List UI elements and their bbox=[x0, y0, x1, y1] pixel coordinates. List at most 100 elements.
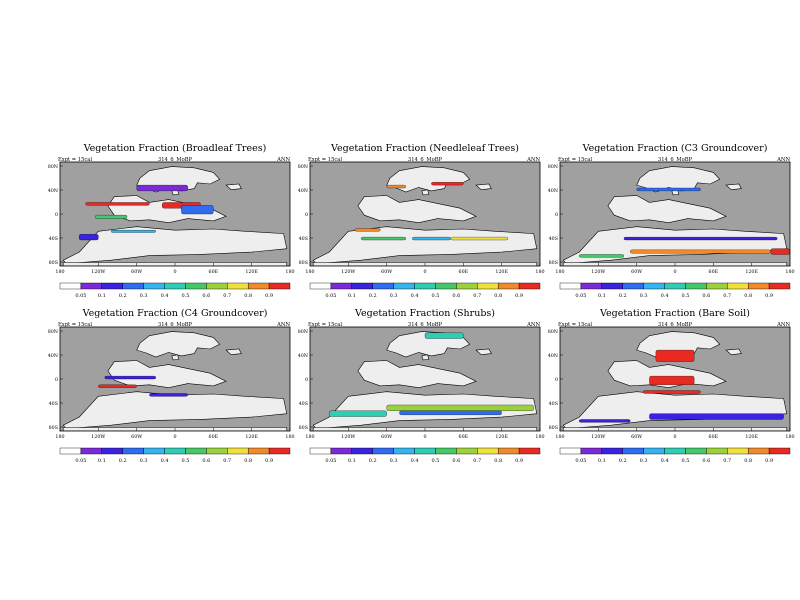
season-label: ANN bbox=[776, 157, 790, 163]
colorbar-tick-label: 0.7 bbox=[223, 293, 231, 299]
lon-tick-label: 120E bbox=[495, 434, 508, 440]
land-mass bbox=[421, 354, 430, 361]
lat-tick-label: 40N bbox=[48, 353, 58, 359]
land-mass bbox=[357, 195, 477, 224]
colorbar-swatch bbox=[601, 282, 623, 290]
colorbar-tick-label: 0.4 bbox=[161, 458, 169, 464]
colorbar-tick-label: 0.4 bbox=[661, 293, 669, 299]
colorbar-swatch bbox=[414, 282, 436, 290]
colorbar-tick-label: 0.2 bbox=[619, 458, 627, 464]
colorbar-swatch bbox=[80, 447, 103, 455]
lat-tick-label: 40S bbox=[49, 401, 58, 407]
vegetation-patch bbox=[642, 390, 701, 394]
panel-title: Vegetation Fraction (C4 Groundcover) bbox=[82, 308, 268, 319]
lat-tick-label: 40S bbox=[549, 236, 558, 242]
vegetation-patch bbox=[181, 205, 214, 215]
colorbar-tick-label: 0.4 bbox=[161, 293, 169, 299]
colorbar-tick-label: 0.3 bbox=[640, 293, 648, 299]
vegetation-patch bbox=[655, 349, 695, 362]
lon-tick-label: 0 bbox=[423, 269, 426, 275]
colorbar-swatch bbox=[497, 447, 520, 455]
lon-tick-label: 0 bbox=[673, 434, 676, 440]
land-mass bbox=[475, 183, 492, 191]
lat-tick-label: 40S bbox=[299, 401, 308, 407]
lon-tick-label: 60E bbox=[459, 269, 469, 275]
lon-tick-label: 0 bbox=[173, 434, 176, 440]
lat-tick-label: 80N bbox=[48, 329, 58, 335]
colorbar-swatch bbox=[622, 282, 644, 290]
lat-tick-label: 80N bbox=[548, 164, 558, 170]
land-mass bbox=[225, 348, 242, 356]
lon-tick-label: 180 bbox=[305, 269, 314, 275]
colorbar-swatch bbox=[456, 447, 478, 455]
lat-tick-label: 40N bbox=[548, 188, 558, 194]
colorbar-tick-label: 0.1 bbox=[348, 458, 356, 464]
colorbar-swatch bbox=[309, 447, 332, 455]
colorbar-tick-label: 0.8 bbox=[494, 293, 502, 299]
lon-tick-label: 60W bbox=[631, 434, 642, 440]
lon-tick-label: 180 bbox=[285, 434, 294, 440]
colorbar-swatch bbox=[351, 447, 373, 455]
lon-tick-label: 120E bbox=[245, 434, 258, 440]
colorbar-swatch bbox=[643, 282, 665, 290]
panel-5: Vegetation Fraction (Shrubs) Expt = 15cal… bbox=[298, 308, 545, 464]
colorbar-tick-label: 0.8 bbox=[494, 458, 502, 464]
colorbar-swatch bbox=[247, 282, 270, 290]
lon-tick-label: 180 bbox=[555, 434, 564, 440]
colorbar-swatch bbox=[601, 447, 623, 455]
lat-tick-label: 40S bbox=[549, 401, 558, 407]
lon-tick-label: 180 bbox=[555, 269, 564, 275]
colorbar-tick-label: 0.05 bbox=[575, 293, 586, 299]
vegetation-patch bbox=[79, 234, 99, 241]
colorbar-tick-label: 0.6 bbox=[202, 458, 210, 464]
colorbar-tick-label: 0.3 bbox=[390, 458, 398, 464]
colorbar-swatch bbox=[268, 282, 291, 290]
lat-tick-label: 40S bbox=[49, 236, 58, 242]
lat-tick-label: 40N bbox=[298, 353, 308, 359]
expt-label: Expt = 15cal bbox=[58, 322, 92, 328]
colorbar-tick-label: 0.5 bbox=[181, 458, 189, 464]
vegetation-patch bbox=[104, 375, 156, 380]
vegetation-patch bbox=[424, 332, 464, 339]
panel-title: Vegetation Fraction (Bare Soil) bbox=[599, 308, 750, 319]
land-mass bbox=[62, 226, 288, 265]
colorbar-swatch bbox=[706, 282, 728, 290]
map-area bbox=[60, 327, 290, 431]
land-mass bbox=[475, 348, 492, 356]
vegetation-patch bbox=[412, 236, 451, 241]
season-label: ANN bbox=[526, 322, 540, 328]
colorbar-tick-label: 0.4 bbox=[411, 458, 419, 464]
colorbar-tick-label: 0.6 bbox=[452, 458, 460, 464]
panel-4: Vegetation Fraction (C4 Groundcover) Expt… bbox=[48, 308, 295, 464]
colorbar-tick-label: 0.4 bbox=[411, 293, 419, 299]
colorbar-tick-label: 0.5 bbox=[681, 458, 689, 464]
colorbar-tick-label: 0.1 bbox=[98, 458, 106, 464]
vegetation-patch bbox=[136, 184, 188, 192]
map-area bbox=[60, 162, 290, 266]
lon-tick-label: 120E bbox=[745, 269, 758, 275]
colorbar-tick-label: 0.05 bbox=[575, 458, 586, 464]
lon-tick-label: 60E bbox=[459, 434, 469, 440]
colorbar-tick-label: 0.2 bbox=[369, 458, 377, 464]
colorbar-tick-label: 0.8 bbox=[244, 458, 252, 464]
panel-title: Vegetation Fraction (Needleleaf Trees) bbox=[330, 143, 519, 154]
vegetation-patch bbox=[329, 410, 387, 417]
colorbar-swatch bbox=[330, 282, 353, 290]
colorbar-tick-label: 0.8 bbox=[744, 293, 752, 299]
vegetation-patch bbox=[360, 236, 406, 241]
colorbar-swatch bbox=[122, 447, 144, 455]
colorbar-swatch bbox=[143, 447, 165, 455]
colorbar-tick-label: 0.9 bbox=[265, 293, 273, 299]
lat-tick-label: 80N bbox=[298, 329, 308, 335]
map-area bbox=[310, 162, 540, 266]
run-id-label: 314_6_MoBP bbox=[408, 322, 443, 328]
colorbar-tick-label: 0.05 bbox=[75, 458, 86, 464]
colorbar-tick-label: 0.05 bbox=[75, 293, 86, 299]
lon-tick-label: 60W bbox=[131, 434, 142, 440]
land-mass bbox=[312, 226, 538, 265]
panel-title: Vegetation Fraction (C3 Groundcover) bbox=[582, 143, 768, 154]
lat-tick-label: 80S bbox=[299, 260, 308, 266]
colorbar-swatch bbox=[518, 447, 541, 455]
lat-tick-label: 80S bbox=[49, 425, 58, 431]
